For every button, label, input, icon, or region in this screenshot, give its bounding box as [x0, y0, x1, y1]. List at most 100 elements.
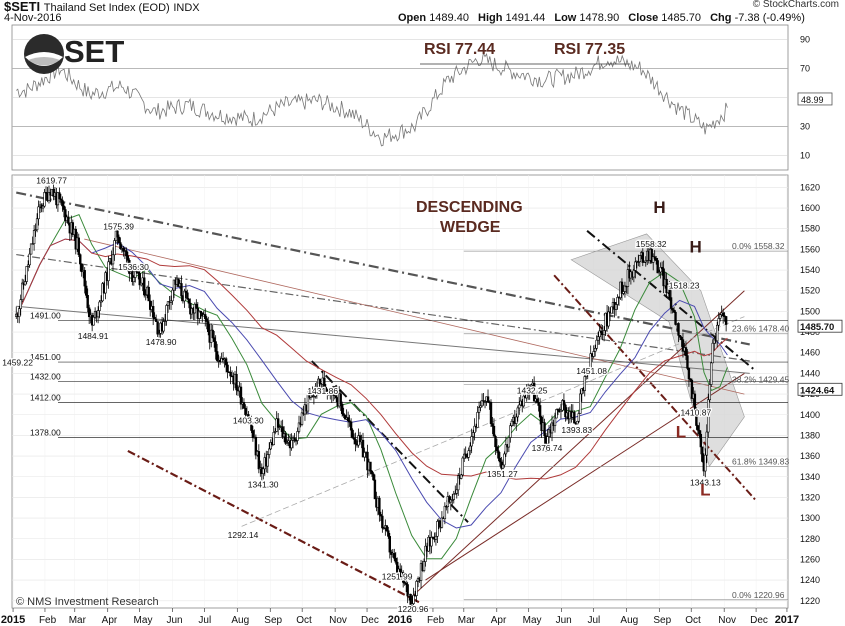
price-tick-label: 1540	[800, 265, 820, 275]
candle-body	[704, 454, 707, 472]
candle-body	[166, 301, 170, 306]
candle-body	[543, 422, 546, 437]
candle-body	[98, 301, 101, 311]
candle-body	[622, 291, 625, 294]
candle-body	[180, 283, 183, 297]
candle-body	[684, 347, 688, 356]
candle-body	[333, 386, 336, 396]
candle-body	[140, 282, 143, 286]
candle-body	[461, 457, 464, 476]
x-tick-label: Mar	[458, 615, 476, 626]
candle-body	[172, 279, 176, 291]
candle-body	[434, 535, 438, 540]
price-annotation: 1459.22	[2, 358, 33, 368]
candle-body	[242, 402, 246, 409]
candle-body	[482, 400, 485, 402]
candle-body	[21, 282, 24, 301]
candle-body	[59, 198, 63, 201]
candle-body	[205, 318, 208, 322]
price-annotation: 1220.96	[398, 604, 429, 614]
high-value: 1491.44	[505, 12, 546, 24]
candle-body	[131, 271, 134, 283]
candle-body	[546, 436, 549, 445]
candle-body	[573, 412, 576, 424]
candle-body	[226, 364, 229, 373]
price-annotation: 1518.23	[669, 281, 700, 291]
rsi-value-tag	[797, 92, 833, 106]
candle-body	[32, 229, 36, 245]
candle-body	[532, 382, 536, 402]
candle-body	[79, 254, 82, 265]
candle-body	[177, 278, 180, 287]
candle-body	[128, 260, 131, 274]
candle-body	[721, 312, 725, 317]
uptrend-line-1	[409, 290, 745, 600]
candle-body	[113, 240, 116, 256]
candle-body	[335, 395, 338, 399]
candle-body	[25, 266, 28, 282]
candle-body	[306, 394, 310, 412]
x-tick-label: Dec	[750, 615, 768, 626]
price-tick-label: 1400	[800, 410, 820, 420]
pattern-label-l: L	[676, 422, 686, 441]
x-tick-label: May	[523, 615, 542, 626]
candle-body	[598, 330, 601, 338]
candle-body	[171, 289, 174, 302]
candle-body	[593, 348, 597, 352]
long-uptrend-line	[241, 316, 745, 527]
candle-body	[351, 429, 354, 439]
symbol-text: $SETI	[4, 0, 41, 14]
horizontal-level-label: 1378.00	[30, 427, 61, 437]
price-tick-label: 1320	[800, 492, 820, 502]
candle-body	[244, 408, 247, 415]
set-logo-icon	[24, 34, 64, 74]
candle-body	[503, 453, 506, 466]
candle-body	[340, 403, 344, 414]
candle-body	[644, 260, 647, 263]
candle-body	[561, 400, 564, 411]
x-tick-label: Feb	[427, 615, 445, 626]
x-tick-label: Nov	[718, 615, 736, 626]
candle-body	[409, 593, 412, 606]
candle-body	[35, 218, 39, 231]
candle-body	[468, 445, 472, 452]
candle-body	[410, 603, 414, 606]
candle-body	[693, 393, 697, 411]
candle-body	[361, 439, 365, 458]
candle-body	[489, 401, 493, 424]
index-name: Thailand Set Index (EOD)	[43, 2, 170, 14]
candle-body	[653, 256, 656, 259]
candle-body	[366, 451, 369, 471]
price-annotation: 1575.39	[103, 222, 134, 232]
candle-body	[705, 431, 708, 456]
x-tick-label: May	[134, 615, 153, 626]
candle-body	[393, 553, 396, 559]
candle-body	[153, 317, 156, 320]
candle-body	[382, 527, 386, 530]
rsi-current-value: 48.99	[801, 95, 824, 105]
price-value-tag	[797, 382, 843, 396]
x-tick-label: 2015	[1, 614, 25, 626]
candles-group	[15, 181, 728, 613]
candle-body	[406, 584, 409, 597]
candle-body	[268, 448, 271, 455]
candle-body	[369, 461, 372, 472]
price-tick-label: 1620	[800, 182, 820, 192]
candle-body	[671, 308, 674, 311]
pattern-label-h: H	[690, 238, 702, 257]
candle-body	[607, 311, 610, 327]
candle-body	[708, 384, 711, 401]
price-tick-label: 1520	[800, 286, 820, 296]
candle-body	[498, 457, 502, 463]
candle-body	[248, 419, 252, 423]
candle-body	[695, 409, 698, 426]
candle-body	[504, 444, 508, 455]
price-annotation: 1558.32	[636, 239, 667, 249]
candle-body	[595, 339, 598, 349]
candle-body	[696, 425, 700, 431]
candle-body	[576, 420, 579, 425]
candle-body	[77, 237, 80, 255]
candle-body	[239, 386, 243, 405]
candle-body	[363, 451, 366, 458]
candle-body	[29, 243, 33, 255]
